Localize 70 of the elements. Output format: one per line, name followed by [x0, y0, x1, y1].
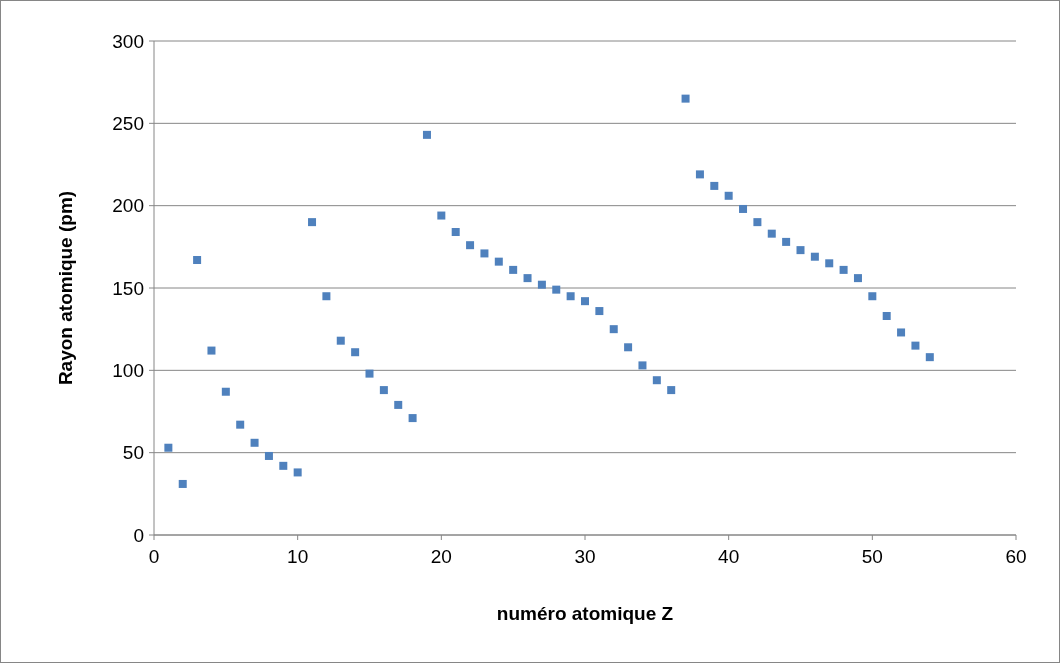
point: [494, 257, 503, 266]
point: [379, 386, 388, 395]
point: [839, 265, 848, 274]
point: [537, 280, 546, 289]
point: [279, 461, 288, 470]
point: [710, 181, 719, 190]
point: [753, 218, 762, 227]
x-tick-label: 10: [287, 546, 309, 567]
point: [264, 451, 273, 460]
y-tick-label: 50: [122, 442, 144, 464]
point: [667, 386, 676, 395]
point: [523, 274, 532, 283]
point: [466, 241, 475, 250]
point: [422, 130, 431, 139]
point: [739, 204, 748, 213]
x-axis-title: numéro atomique Z: [496, 603, 674, 624]
x-tick-label: 30: [574, 546, 596, 567]
point: [178, 479, 187, 488]
y-tick-label: 100: [112, 359, 144, 381]
point: [236, 420, 245, 429]
point: [868, 292, 877, 301]
x-tick-label: 60: [1005, 546, 1027, 567]
point: [552, 285, 561, 294]
point: [394, 400, 403, 409]
point: [322, 292, 331, 301]
point: [193, 256, 202, 265]
x-tick-label: 40: [718, 546, 740, 567]
point: [897, 328, 906, 337]
x-tick-label: 50: [861, 546, 883, 567]
point: [810, 252, 819, 261]
point: [911, 341, 920, 350]
point: [164, 443, 173, 452]
point: [652, 376, 661, 385]
point: [853, 274, 862, 283]
point: [695, 170, 704, 179]
point: [351, 348, 360, 357]
point: [308, 218, 317, 227]
point: [724, 191, 733, 200]
point: [882, 311, 891, 320]
point: [509, 265, 518, 274]
y-tick-label: 0: [133, 524, 144, 546]
point: [451, 228, 460, 237]
point: [609, 325, 618, 334]
x-tick-label: 0: [148, 546, 160, 567]
point: [796, 246, 805, 255]
y-tick-label: 300: [112, 30, 144, 52]
point: [293, 468, 302, 477]
point: [581, 297, 589, 306]
y-tick-label: 150: [112, 277, 144, 299]
point: [250, 438, 259, 447]
point: [207, 346, 216, 355]
point: [408, 414, 417, 423]
point: [681, 94, 690, 103]
point: [925, 353, 934, 362]
y-axis-title: Rayon atomique (pm): [55, 190, 76, 386]
point: [480, 249, 489, 258]
point: [365, 369, 374, 378]
point: [767, 229, 776, 238]
point: [638, 361, 647, 370]
point: [336, 336, 345, 345]
point: [624, 343, 633, 352]
x-tick-label: 20: [430, 546, 452, 567]
point: [825, 259, 834, 268]
point: [437, 211, 446, 220]
point: [566, 292, 575, 301]
point: [782, 237, 791, 246]
point: [595, 307, 604, 316]
y-tick-label: 250: [112, 112, 144, 134]
point: [221, 387, 230, 396]
y-tick-label: 200: [112, 195, 144, 217]
